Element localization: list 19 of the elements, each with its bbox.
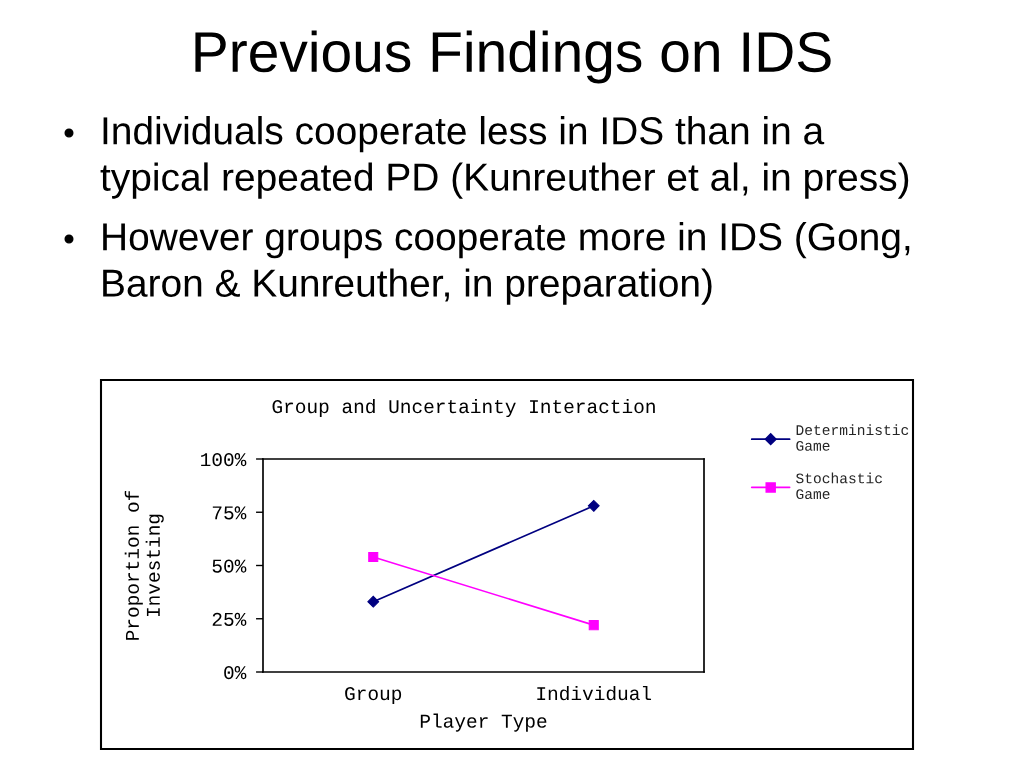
point — [368, 551, 379, 563]
y-tick-label: 75% — [212, 506, 247, 520]
legend-label: Deterministic Game — [796, 424, 909, 451]
point — [588, 620, 599, 631]
chart-subtitle: Group and Uncertainty Interaction — [272, 398, 655, 418]
text: Individuals cooperate less in IDS than in a typical repeated PD (Kunreuther et al, in press) — [100, 116, 909, 199]
text: However groups cooperate more in IDS (Gong, Baron & Kunreuther, in preparation) — [103, 222, 910, 305]
y-tick-label: 50% — [212, 559, 247, 573]
point — [367, 595, 380, 608]
legend-label: Stochastic Game — [796, 472, 882, 500]
point — [587, 499, 600, 512]
y-tick-label: 25% — [212, 612, 247, 626]
x-tick-label: Individual — [537, 685, 652, 701]
y-tick-label: 100% — [201, 453, 247, 467]
x-tick-label: Group — [345, 686, 402, 705]
x-axis-title: Player Type — [420, 713, 547, 732]
y-axis-title: Proportion of Investing — [124, 490, 164, 640]
chart-title: Previous Findings on IDS — [195, 30, 831, 84]
y-tick-label: 0% — [224, 666, 247, 680]
